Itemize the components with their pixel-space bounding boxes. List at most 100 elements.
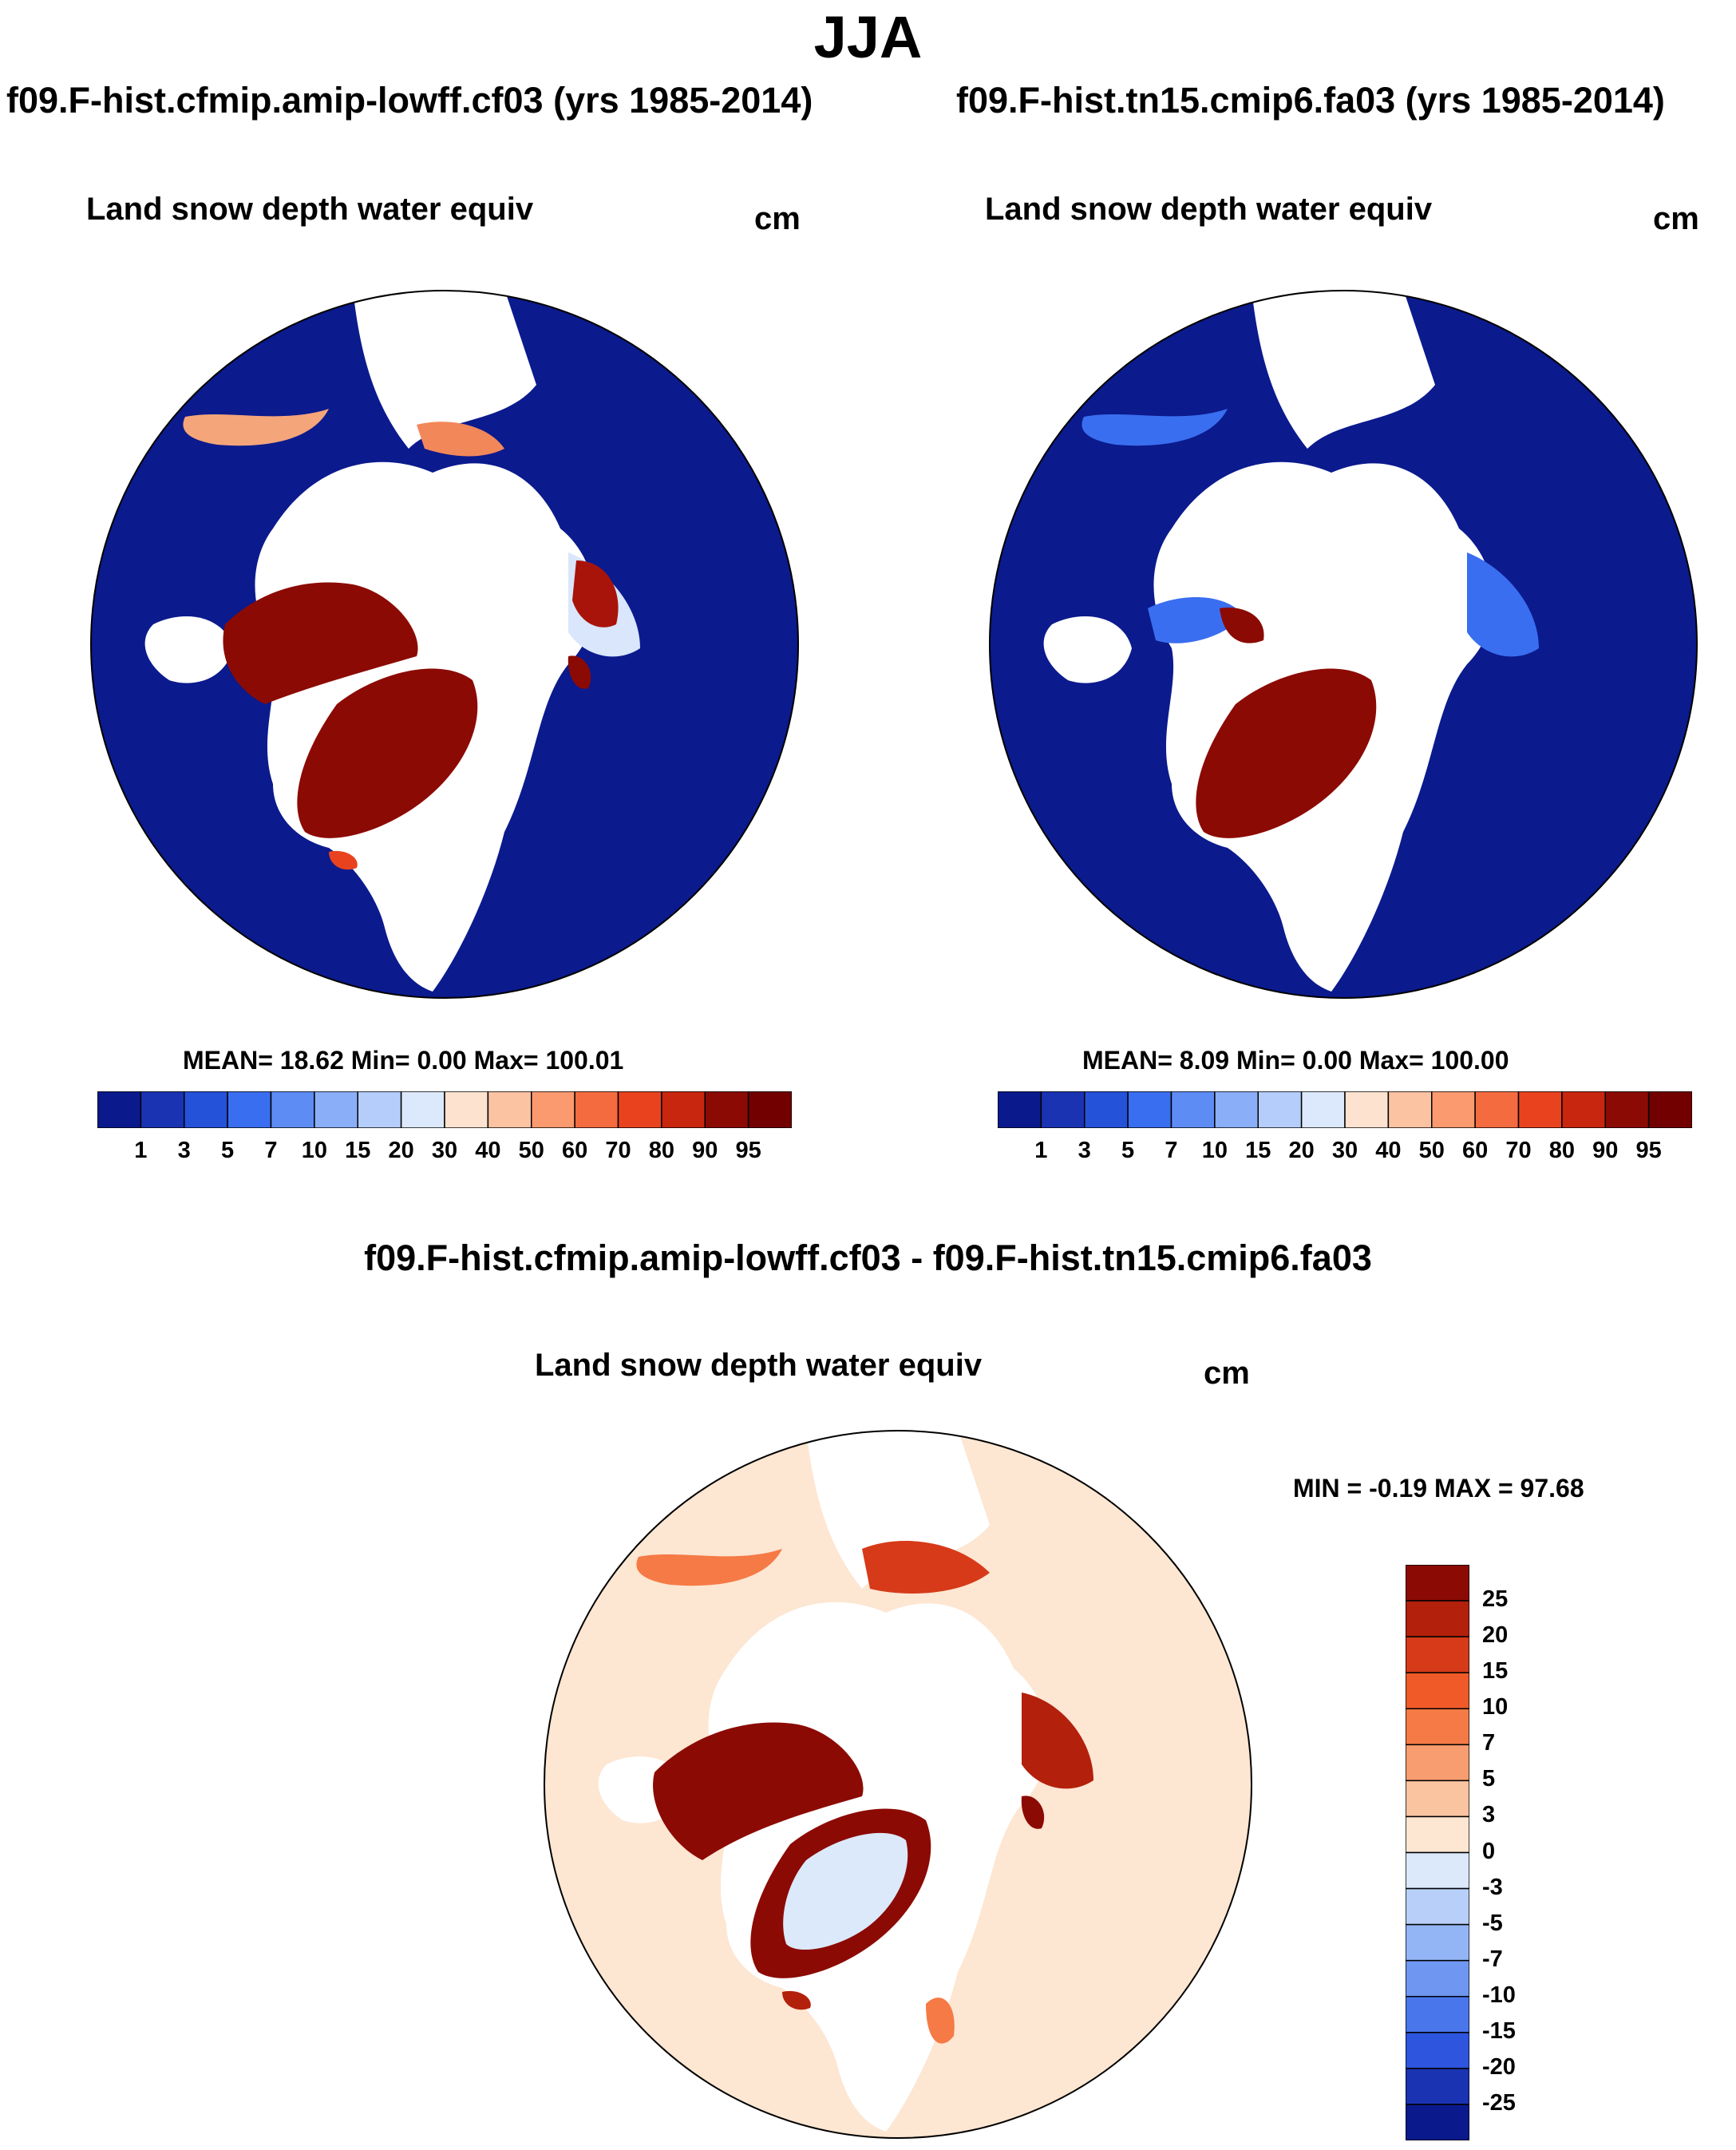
left-map-frame bbox=[90, 290, 799, 999]
diff-canadian-archipelago bbox=[653, 1722, 864, 1860]
colorbar-tick-label: 40 bbox=[475, 1138, 501, 1163]
left-run-title: f09.F-hist.cfmip.amip-lowff.cf03 (yrs 19… bbox=[6, 80, 813, 121]
colorbar-tick-label: 30 bbox=[431, 1138, 458, 1163]
left-pacific-gap bbox=[353, 291, 536, 449]
difference-polar-map bbox=[544, 1430, 1252, 2139]
colorbar-tick-label: -10 bbox=[1482, 1982, 1516, 2008]
colorbar-swatch bbox=[1406, 1600, 1469, 1637]
colorbar-tick-label: 70 bbox=[1505, 1138, 1532, 1163]
colorbar-tick-label: 90 bbox=[692, 1138, 718, 1163]
colorbar-tick-label: 10 bbox=[301, 1138, 328, 1163]
colorbar-tick-label: 15 bbox=[345, 1138, 371, 1163]
colorbar-swatch bbox=[574, 1091, 619, 1128]
colorbar-swatch bbox=[1406, 1636, 1469, 1673]
diff-alaska bbox=[636, 1549, 782, 1586]
colorbar-swatch bbox=[1406, 1708, 1469, 1746]
right-variable-title: Land snow depth water equiv bbox=[985, 192, 1433, 227]
colorbar-swatch bbox=[1406, 2032, 1469, 2069]
colorbar-tick-label: 95 bbox=[1635, 1138, 1662, 1163]
colorbar-tick-label: 7 bbox=[264, 1138, 278, 1163]
right-map-frame bbox=[989, 290, 1698, 999]
colorbar-swatch bbox=[1406, 1959, 1469, 1998]
colorbar-swatch bbox=[1406, 1851, 1469, 1890]
colorbar-tick-label: 10 bbox=[1201, 1138, 1228, 1163]
colorbar-swatch bbox=[1406, 1672, 1469, 1709]
right-run-title: f09.F-hist.tn15.cmip6.fa03 (yrs 1985-201… bbox=[956, 80, 1665, 121]
left-canadian-archipelago bbox=[223, 582, 418, 704]
colorbar-swatch bbox=[1647, 1091, 1692, 1128]
colorbar-swatch bbox=[617, 1091, 662, 1128]
colorbar-tick-label: 20 bbox=[388, 1138, 414, 1163]
colorbar-swatch bbox=[1127, 1091, 1172, 1128]
colorbar-swatch bbox=[1040, 1091, 1085, 1128]
colorbar-tick-label: -15 bbox=[1482, 2017, 1516, 2044]
colorbar-tick-label: 15 bbox=[1245, 1138, 1271, 1163]
diff-variable-title: Land snow depth water equiv bbox=[535, 1348, 983, 1383]
right-units: cm bbox=[1653, 201, 1699, 236]
colorbar-tick-label: 80 bbox=[1548, 1138, 1576, 1163]
colorbar-swatch bbox=[140, 1091, 185, 1128]
colorbar-swatch bbox=[444, 1091, 489, 1128]
colorbar-swatch bbox=[1406, 1565, 1469, 1602]
colorbar-swatch bbox=[97, 1091, 142, 1128]
colorbar-swatch bbox=[314, 1091, 358, 1128]
right-greenland bbox=[1196, 668, 1377, 838]
diff-map-frame bbox=[544, 1430, 1252, 2139]
left-greenland bbox=[297, 668, 478, 838]
left-hudson-bay bbox=[144, 616, 233, 683]
colorbar-swatch bbox=[270, 1091, 315, 1128]
colorbar-tick-label: 7 bbox=[1482, 1730, 1496, 1756]
colorbar-tick-label: 3 bbox=[177, 1138, 191, 1163]
left-svalbard bbox=[567, 655, 591, 689]
right-hudson-bay bbox=[1043, 616, 1132, 683]
colorbar-swatch bbox=[1344, 1091, 1390, 1128]
colorbar-tick-label: 50 bbox=[1418, 1138, 1445, 1163]
colorbar-tick-label: 10 bbox=[1482, 1694, 1509, 1720]
colorbar-tick-label: 90 bbox=[1592, 1138, 1619, 1163]
colorbar-tick-label: 60 bbox=[561, 1138, 588, 1163]
left-polar-map bbox=[90, 290, 799, 999]
colorbar-swatch bbox=[400, 1091, 445, 1128]
colorbar-swatch bbox=[1406, 2104, 1469, 2140]
difference-colorbar bbox=[1406, 1565, 1469, 2140]
colorbar-tick-label: 0 bbox=[1482, 1838, 1496, 1864]
right-colorbar bbox=[998, 1091, 1692, 1128]
colorbar-swatch bbox=[1561, 1091, 1606, 1128]
colorbar-swatch bbox=[661, 1091, 706, 1128]
colorbar-tick-label: 25 bbox=[1482, 1586, 1509, 1613]
left-stats: MEAN= 18.62 Min= 0.00 Max= 100.01 bbox=[183, 1046, 624, 1075]
colorbar-tick-label: 1 bbox=[1034, 1138, 1048, 1163]
right-archipelago-snow bbox=[1148, 597, 1244, 643]
colorbar-tick-label: 3 bbox=[1482, 1802, 1496, 1828]
colorbar-tick-label: 5 bbox=[221, 1138, 235, 1163]
colorbar-swatch bbox=[704, 1091, 749, 1128]
left-chukotka-snow bbox=[417, 422, 504, 457]
colorbar-swatch bbox=[1604, 1091, 1650, 1128]
colorbar-swatch bbox=[1406, 1780, 1469, 1818]
colorbar-tick-label: 80 bbox=[648, 1138, 675, 1163]
colorbar-swatch bbox=[1406, 2068, 1469, 2105]
colorbar-swatch bbox=[1431, 1091, 1476, 1128]
colorbar-tick-label: -3 bbox=[1482, 1874, 1503, 1900]
diff-siberia bbox=[1022, 1693, 1093, 1789]
colorbar-tick-label: 20 bbox=[1288, 1138, 1315, 1163]
right-polar-map bbox=[989, 290, 1698, 999]
colorbar-tick-label: -20 bbox=[1482, 2053, 1516, 2080]
colorbar-swatch bbox=[1474, 1091, 1520, 1128]
colorbar-tick-label: 5 bbox=[1121, 1138, 1135, 1163]
diff-iceland bbox=[782, 1990, 811, 2010]
colorbar-swatch bbox=[1517, 1091, 1563, 1128]
colorbar-swatch bbox=[1214, 1091, 1259, 1128]
colorbar-tick-label: 20 bbox=[1482, 1622, 1509, 1649]
diff-chukotka bbox=[862, 1541, 990, 1594]
diff-svalbard bbox=[1021, 1796, 1045, 1829]
colorbar-swatch bbox=[531, 1091, 575, 1128]
left-colorbar bbox=[97, 1091, 792, 1128]
colorbar-swatch bbox=[1170, 1091, 1216, 1128]
colorbar-swatch bbox=[184, 1091, 228, 1128]
colorbar-tick-label: 5 bbox=[1482, 1766, 1496, 1792]
colorbar-swatch bbox=[1300, 1091, 1346, 1128]
colorbar-tick-label: 3 bbox=[1078, 1138, 1091, 1163]
diff-scandinavia bbox=[926, 1998, 955, 2044]
colorbar-tick-label: -25 bbox=[1482, 2089, 1516, 2116]
